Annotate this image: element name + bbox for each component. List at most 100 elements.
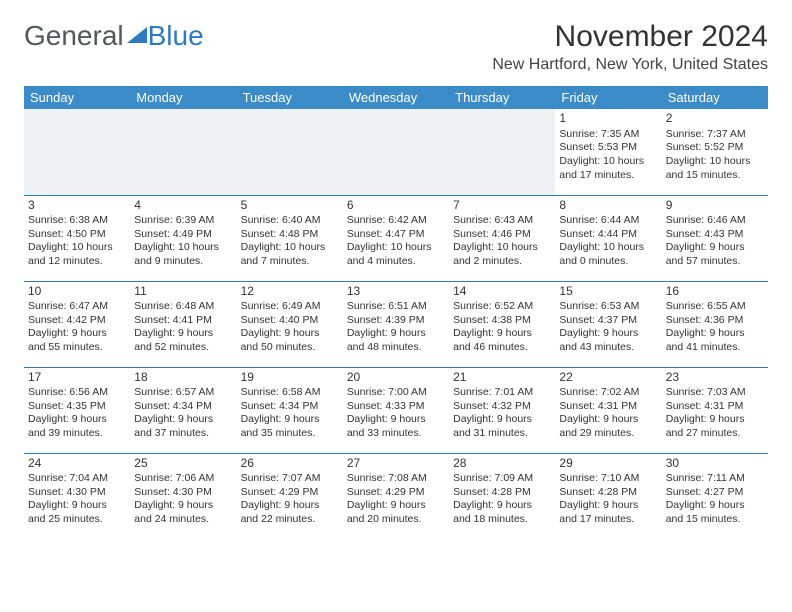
- sunset-line: Sunset: 4:28 PM: [559, 486, 657, 500]
- sunset-line: Sunset: 4:36 PM: [666, 314, 764, 328]
- sunrise-line: Sunrise: 7:08 AM: [347, 472, 445, 486]
- daylight-line: Daylight: 10 hours and 7 minutes.: [241, 241, 339, 268]
- day-number: 19: [241, 370, 339, 386]
- sunrise-line: Sunrise: 7:10 AM: [559, 472, 657, 486]
- sunrise-line: Sunrise: 7:37 AM: [666, 128, 764, 142]
- calendar-day-cell: 22Sunrise: 7:02 AMSunset: 4:31 PMDayligh…: [555, 367, 661, 453]
- logo-text-gray: General: [24, 20, 124, 52]
- sunset-line: Sunset: 4:33 PM: [347, 400, 445, 414]
- day-number: 11: [134, 284, 232, 300]
- sunrise-line: Sunrise: 6:42 AM: [347, 214, 445, 228]
- calendar-empty-cell: [237, 109, 343, 195]
- sunset-line: Sunset: 4:27 PM: [666, 486, 764, 500]
- calendar-day-cell: 6Sunrise: 6:42 AMSunset: 4:47 PMDaylight…: [343, 195, 449, 281]
- day-number: 7: [453, 198, 551, 214]
- sunrise-line: Sunrise: 6:56 AM: [28, 386, 126, 400]
- daylight-line: Daylight: 9 hours and 17 minutes.: [559, 499, 657, 526]
- sunrise-line: Sunrise: 6:58 AM: [241, 386, 339, 400]
- logo-text-blue: Blue: [148, 20, 204, 52]
- sunrise-line: Sunrise: 6:51 AM: [347, 300, 445, 314]
- daylight-line: Daylight: 9 hours and 22 minutes.: [241, 499, 339, 526]
- daylight-line: Daylight: 9 hours and 57 minutes.: [666, 241, 764, 268]
- daylight-line: Daylight: 9 hours and 31 minutes.: [453, 413, 551, 440]
- logo-triangle-icon: [127, 25, 147, 43]
- day-number: 18: [134, 370, 232, 386]
- sunrise-line: Sunrise: 6:43 AM: [453, 214, 551, 228]
- day-number: 25: [134, 456, 232, 472]
- daylight-line: Daylight: 10 hours and 4 minutes.: [347, 241, 445, 268]
- calendar-day-cell: 29Sunrise: 7:10 AMSunset: 4:28 PMDayligh…: [555, 453, 661, 539]
- day-number: 29: [559, 456, 657, 472]
- calendar-day-cell: 8Sunrise: 6:44 AMSunset: 4:44 PMDaylight…: [555, 195, 661, 281]
- title-block: November 2024 New Hartford, New York, Un…: [492, 20, 768, 74]
- calendar-empty-cell: [343, 109, 449, 195]
- day-number: 9: [666, 198, 764, 214]
- day-header: Monday: [130, 86, 236, 109]
- calendar-day-cell: 23Sunrise: 7:03 AMSunset: 4:31 PMDayligh…: [662, 367, 768, 453]
- calendar-day-cell: 9Sunrise: 6:46 AMSunset: 4:43 PMDaylight…: [662, 195, 768, 281]
- calendar-day-cell: 18Sunrise: 6:57 AMSunset: 4:34 PMDayligh…: [130, 367, 236, 453]
- sunset-line: Sunset: 5:52 PM: [666, 141, 764, 155]
- day-number: 28: [453, 456, 551, 472]
- calendar-day-cell: 13Sunrise: 6:51 AMSunset: 4:39 PMDayligh…: [343, 281, 449, 367]
- sunrise-line: Sunrise: 7:04 AM: [28, 472, 126, 486]
- daylight-line: Daylight: 9 hours and 48 minutes.: [347, 327, 445, 354]
- sunset-line: Sunset: 4:35 PM: [28, 400, 126, 414]
- day-number: 4: [134, 198, 232, 214]
- sunset-line: Sunset: 4:38 PM: [453, 314, 551, 328]
- day-number: 17: [28, 370, 126, 386]
- sunrise-line: Sunrise: 7:01 AM: [453, 386, 551, 400]
- calendar-table: SundayMondayTuesdayWednesdayThursdayFrid…: [24, 86, 768, 539]
- day-number: 22: [559, 370, 657, 386]
- daylight-line: Daylight: 9 hours and 37 minutes.: [134, 413, 232, 440]
- day-number: 20: [347, 370, 445, 386]
- day-number: 15: [559, 284, 657, 300]
- sunset-line: Sunset: 4:31 PM: [666, 400, 764, 414]
- daylight-line: Daylight: 9 hours and 25 minutes.: [28, 499, 126, 526]
- daylight-line: Daylight: 9 hours and 29 minutes.: [559, 413, 657, 440]
- sunset-line: Sunset: 4:43 PM: [666, 228, 764, 242]
- daylight-line: Daylight: 9 hours and 52 minutes.: [134, 327, 232, 354]
- day-header: Wednesday: [343, 86, 449, 109]
- calendar-day-cell: 7Sunrise: 6:43 AMSunset: 4:46 PMDaylight…: [449, 195, 555, 281]
- day-number: 6: [347, 198, 445, 214]
- calendar-empty-cell: [130, 109, 236, 195]
- sunrise-line: Sunrise: 6:39 AM: [134, 214, 232, 228]
- calendar-day-cell: 12Sunrise: 6:49 AMSunset: 4:40 PMDayligh…: [237, 281, 343, 367]
- daylight-line: Daylight: 9 hours and 55 minutes.: [28, 327, 126, 354]
- daylight-line: Daylight: 9 hours and 46 minutes.: [453, 327, 551, 354]
- sunset-line: Sunset: 4:50 PM: [28, 228, 126, 242]
- sunrise-line: Sunrise: 7:35 AM: [559, 128, 657, 142]
- sunset-line: Sunset: 4:32 PM: [453, 400, 551, 414]
- calendar-day-cell: 4Sunrise: 6:39 AMSunset: 4:49 PMDaylight…: [130, 195, 236, 281]
- sunset-line: Sunset: 4:31 PM: [559, 400, 657, 414]
- calendar-day-cell: 3Sunrise: 6:38 AMSunset: 4:50 PMDaylight…: [24, 195, 130, 281]
- daylight-line: Daylight: 9 hours and 33 minutes.: [347, 413, 445, 440]
- sunrise-line: Sunrise: 6:44 AM: [559, 214, 657, 228]
- sunrise-line: Sunrise: 6:53 AM: [559, 300, 657, 314]
- calendar-day-cell: 28Sunrise: 7:09 AMSunset: 4:28 PMDayligh…: [449, 453, 555, 539]
- calendar-empty-cell: [449, 109, 555, 195]
- day-number: 14: [453, 284, 551, 300]
- sunset-line: Sunset: 4:34 PM: [134, 400, 232, 414]
- calendar-day-cell: 14Sunrise: 6:52 AMSunset: 4:38 PMDayligh…: [449, 281, 555, 367]
- day-number: 27: [347, 456, 445, 472]
- header: General Blue November 2024 New Hartford, …: [24, 20, 768, 74]
- calendar-day-cell: 1Sunrise: 7:35 AMSunset: 5:53 PMDaylight…: [555, 109, 661, 195]
- calendar-empty-cell: [24, 109, 130, 195]
- day-number: 16: [666, 284, 764, 300]
- day-header: Tuesday: [237, 86, 343, 109]
- calendar-day-cell: 21Sunrise: 7:01 AMSunset: 4:32 PMDayligh…: [449, 367, 555, 453]
- daylight-line: Daylight: 9 hours and 18 minutes.: [453, 499, 551, 526]
- day-number: 10: [28, 284, 126, 300]
- day-number: 24: [28, 456, 126, 472]
- sunrise-line: Sunrise: 7:11 AM: [666, 472, 764, 486]
- calendar-week-row: 10Sunrise: 6:47 AMSunset: 4:42 PMDayligh…: [24, 281, 768, 367]
- sunset-line: Sunset: 4:42 PM: [28, 314, 126, 328]
- day-number: 8: [559, 198, 657, 214]
- calendar-day-cell: 27Sunrise: 7:08 AMSunset: 4:29 PMDayligh…: [343, 453, 449, 539]
- day-number: 21: [453, 370, 551, 386]
- sunset-line: Sunset: 4:44 PM: [559, 228, 657, 242]
- day-header: Thursday: [449, 86, 555, 109]
- calendar-day-cell: 16Sunrise: 6:55 AMSunset: 4:36 PMDayligh…: [662, 281, 768, 367]
